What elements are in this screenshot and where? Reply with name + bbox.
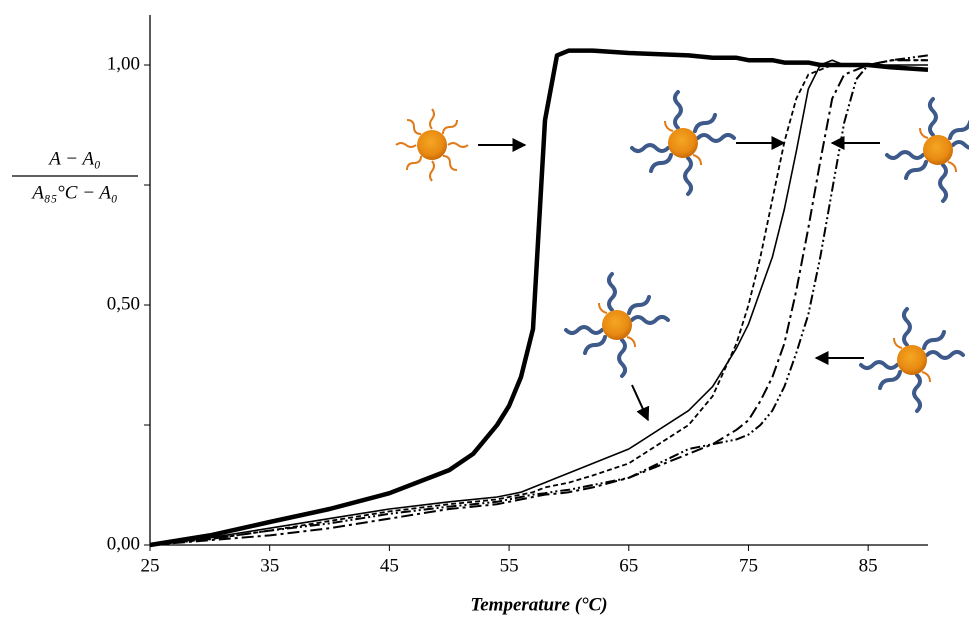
y-label-numerator: A − A₀ [47, 148, 100, 169]
series-line [149, 59, 928, 546]
nanoparticle-icon [630, 90, 736, 196]
nanoparticle-icon [564, 272, 670, 378]
axes [149, 15, 928, 546]
x-tick-label: 85 [859, 555, 878, 576]
x-tick-label: 35 [260, 555, 279, 576]
nanoparticle-icon [395, 108, 469, 182]
x-tick-label: 45 [380, 555, 399, 576]
nanoparticle-icon [859, 307, 965, 413]
y-tick-label: 0,00 [107, 533, 140, 554]
series-line [149, 59, 928, 546]
x-tick-label: 75 [739, 555, 758, 576]
x-tick-label: 65 [619, 555, 638, 576]
arrow [631, 384, 650, 422]
x-label: Temperature (°C) [470, 594, 607, 615]
y-tick-label: 0,50 [107, 293, 140, 314]
y-label-denominator: A₈₅°C − A₀ [30, 182, 117, 203]
series-line [149, 54, 929, 546]
nanoparticle-icon [885, 97, 969, 203]
x-tick-label: 55 [500, 555, 519, 576]
series-line [149, 59, 928, 546]
annotations [395, 90, 969, 422]
y-tick-label: 1,00 [107, 53, 140, 74]
x-tick-label: 25 [141, 555, 160, 576]
